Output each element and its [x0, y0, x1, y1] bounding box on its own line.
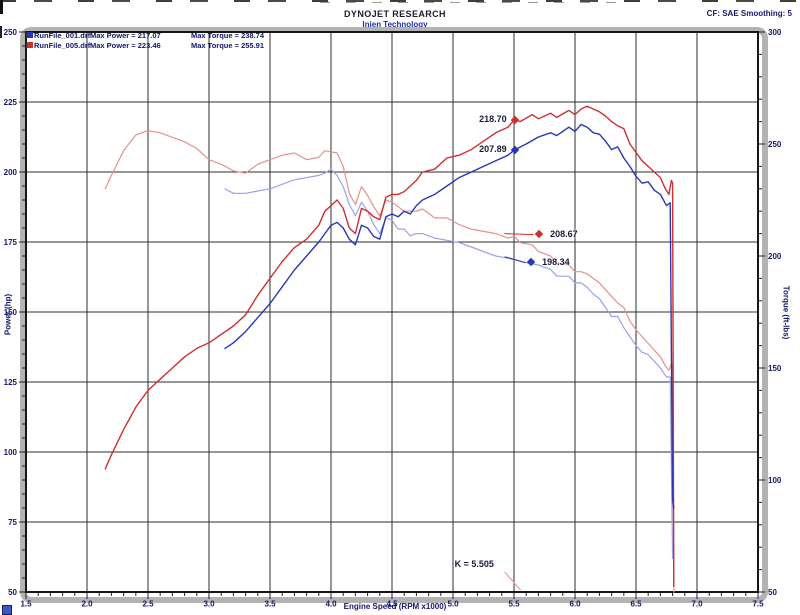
plot-frame-shadow: [20, 27, 768, 603]
x-tick-label: 1.5: [20, 600, 32, 609]
flag-leader-line: [504, 256, 526, 264]
cursor-flag-value: 198.34: [542, 256, 570, 267]
legend-max-power: Max Power = 223.46: [90, 41, 161, 50]
legend-max-torque: Max Torque = 238.74: [191, 31, 265, 40]
series-curve: [104, 130, 675, 593]
left-tick-label: 200: [4, 168, 18, 177]
legend-run-file: RunFile_001.drf: [34, 31, 91, 40]
right-tick-label: 100: [768, 476, 782, 485]
x-tick-label: 2.5: [142, 600, 154, 609]
legend-max-torque: Max Torque = 255.91: [191, 41, 265, 50]
correction-smoothing-info: CF: SAE Smoothing: 5: [706, 9, 792, 18]
left-tick-label: 150: [4, 308, 18, 317]
x-tick-label: 2.0: [81, 600, 93, 609]
report-title: DYNOJET RESEARCH: [344, 9, 446, 19]
left-tick-label: 125: [4, 378, 18, 387]
left-tick-label: 100: [4, 448, 18, 457]
x-tick-label: 5.0: [447, 600, 459, 609]
cursor-flag-value: 208.67: [550, 228, 578, 239]
diamond-marker-icon: [534, 229, 543, 238]
scan-edge-artifact: [0, 0, 800, 2]
run-flag-icon: [26, 32, 33, 38]
right-tick-label: 250: [768, 140, 782, 149]
diamond-marker-icon: [526, 257, 535, 266]
right-tick-label: 200: [768, 252, 782, 261]
series-curve: [224, 123, 675, 509]
right-axis-title: Torque (ft-lbs): [781, 285, 791, 340]
scan-corner-mark: [0, 0, 3, 14]
x-tick-label: 3.0: [203, 600, 215, 609]
x-tick-label: 3.5: [264, 600, 276, 609]
cursor-flag-power-red[interactable]: 218.70: [479, 113, 519, 124]
right-tick-label: 50: [768, 588, 777, 597]
x-tick-label: 5.5: [508, 600, 520, 609]
series-curve: [104, 105, 675, 588]
x-tick-label: 6.5: [630, 600, 642, 609]
left-tick-label: 50: [8, 588, 17, 597]
left-tick-label: 75: [8, 518, 17, 527]
cursor-flag-value: 218.70: [479, 113, 507, 124]
cursor-flag-torque-blue[interactable]: 198.34: [526, 256, 570, 267]
flag-leader-line: [504, 233, 534, 236]
x-tick-label: 4.0: [325, 600, 337, 609]
left-tick-label: 250: [4, 28, 18, 37]
cursor-flag-value: 207.89: [479, 143, 507, 154]
x-tick-label: 4.5: [386, 600, 398, 609]
left-tick-label: 225: [4, 98, 18, 107]
x-tick-label: 7.5: [752, 600, 764, 609]
right-tick-label: 300: [768, 28, 782, 37]
legend-run-file: RunFile_005.drf: [34, 41, 91, 50]
cursor-rpm-label[interactable]: K = 5.505: [454, 559, 494, 569]
x-tick-label: 6.0: [569, 600, 581, 609]
cursor-flag-torque-red[interactable]: 208.67: [534, 228, 578, 239]
x-tick-label: 7.0: [691, 600, 703, 609]
legend-max-power: Max Power = 217.07: [90, 31, 161, 40]
left-tick-label: 175: [4, 238, 18, 247]
right-tick-label: 150: [768, 364, 782, 373]
series-curve: [224, 168, 674, 560]
run-flag-icon: [26, 42, 33, 48]
cursor-flag-power-blue[interactable]: 207.89: [479, 143, 519, 155]
scan-corner-mark: [0, 26, 2, 38]
report-subtitle: Injen Technology: [362, 20, 428, 29]
x-axis-title: Engine Speed (RPM x1000): [343, 602, 447, 611]
left-axis-title: Power (hp): [3, 293, 13, 336]
plot-frame: [25, 31, 759, 593]
scan-edge-artifact: [320, 2, 620, 3]
cursor-leader-line: [504, 571, 522, 591]
